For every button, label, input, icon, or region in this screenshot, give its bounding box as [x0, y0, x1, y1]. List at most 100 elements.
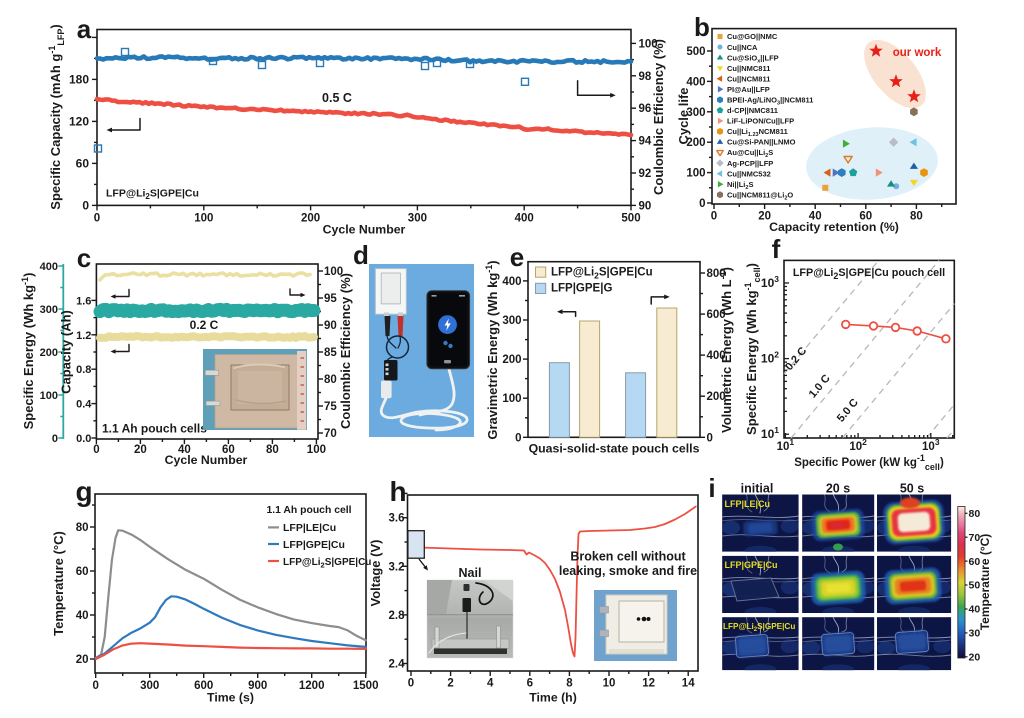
- svg-text:0: 0: [515, 432, 521, 444]
- svg-text:20 s: 20 s: [826, 482, 850, 496]
- svg-text:f: f: [772, 234, 781, 264]
- svg-text:Cu||NCM811: Cu||NCM811: [727, 74, 770, 83]
- svg-text:0: 0: [408, 678, 414, 690]
- svg-text:g: g: [75, 476, 92, 507]
- svg-text:40: 40: [178, 444, 191, 456]
- svg-text:200: 200: [301, 212, 320, 224]
- svg-text:2: 2: [447, 678, 453, 690]
- svg-text:3.2: 3.2: [389, 561, 405, 573]
- svg-text:a: a: [77, 14, 92, 44]
- svg-text:Capacity retention (%): Capacity retention (%): [769, 220, 899, 234]
- svg-text:d-CP||NMC811: d-CP||NMC811: [727, 106, 778, 115]
- svg-text:100: 100: [639, 38, 658, 50]
- svg-text:92: 92: [639, 168, 652, 180]
- svg-text:b: b: [694, 12, 710, 42]
- svg-text:Cycle Number: Cycle Number: [165, 453, 248, 467]
- svg-text:Cu||NCM811@Li2O: Cu||NCM811@Li2O: [727, 191, 793, 202]
- svg-text:LFP|GPE|Cu: LFP|GPE|Cu: [725, 560, 778, 570]
- svg-text:initial: initial: [741, 482, 774, 496]
- svg-text:e: e: [510, 242, 524, 272]
- svg-text:1.1 Ah pouch cell: 1.1 Ah pouch cell: [266, 505, 351, 516]
- svg-text:Cycle Number: Cycle Number: [323, 223, 406, 237]
- svg-text:200: 200: [686, 137, 705, 149]
- svg-text:60: 60: [76, 566, 89, 578]
- svg-text:90: 90: [639, 200, 652, 212]
- svg-text:0: 0: [92, 680, 98, 692]
- svg-text:900: 900: [248, 680, 267, 692]
- svg-text:Ni||Li2S: Ni||Li2S: [727, 180, 753, 191]
- svg-text:our work: our work: [893, 47, 942, 59]
- svg-text:Gravimetric Energy (Wh kg-1): Gravimetric Energy (Wh kg-1): [484, 260, 500, 439]
- svg-text:60: 60: [76, 156, 90, 170]
- svg-text:500: 500: [621, 212, 640, 224]
- svg-text:0: 0: [52, 433, 58, 445]
- svg-text:200: 200: [707, 391, 726, 403]
- svg-text:LFP|LE|Cu: LFP|LE|Cu: [725, 499, 771, 509]
- svg-text:Time (s): Time (s): [207, 691, 254, 705]
- svg-text:60: 60: [859, 211, 872, 223]
- svg-text:PI@Au||LFP: PI@Au||LFP: [727, 85, 770, 94]
- svg-text:1.1 Ah pouch cells: 1.1 Ah pouch cells: [102, 422, 207, 436]
- svg-text:LFP@Li2S|GPE|Cu: LFP@Li2S|GPE|Cu: [106, 188, 199, 202]
- svg-text:0: 0: [711, 211, 717, 223]
- svg-text:h: h: [389, 476, 406, 507]
- svg-text:50: 50: [969, 580, 981, 592]
- svg-text:LFP@Li2S|GPE|Cu: LFP@Li2S|GPE|Cu: [551, 267, 653, 281]
- svg-text:d: d: [353, 240, 369, 270]
- svg-text:c: c: [77, 243, 91, 273]
- svg-text:300: 300: [686, 107, 705, 119]
- svg-text:12: 12: [642, 678, 655, 690]
- svg-text:400: 400: [515, 212, 534, 224]
- svg-text:400: 400: [707, 350, 726, 362]
- svg-text:10: 10: [603, 678, 616, 690]
- svg-text:Cu||NMC532: Cu||NMC532: [727, 169, 771, 178]
- svg-text:Au@Cu||Li2S: Au@Cu||Li2S: [727, 148, 773, 159]
- svg-text:LFP@Li2S|GPE|Cu pouch cell: LFP@Li2S|GPE|Cu pouch cell: [793, 267, 945, 281]
- svg-text:60: 60: [222, 444, 235, 456]
- svg-text:40: 40: [809, 211, 822, 223]
- svg-text:300: 300: [408, 212, 427, 224]
- svg-text:8: 8: [566, 678, 573, 690]
- svg-text:Voltage (V): Voltage (V): [368, 540, 383, 607]
- svg-text:80: 80: [266, 444, 279, 456]
- svg-text:800: 800: [707, 268, 726, 280]
- svg-text:100: 100: [686, 168, 705, 180]
- svg-text:Temperature (°C): Temperature (°C): [51, 531, 66, 636]
- svg-text:Cycle life: Cycle life: [676, 87, 691, 144]
- svg-text:400: 400: [40, 261, 58, 273]
- svg-text:LFP|GPE|Cu: LFP|GPE|Cu: [283, 539, 345, 551]
- svg-text:1.2: 1.2: [76, 330, 91, 342]
- svg-text:14: 14: [682, 678, 695, 690]
- svg-text:0.0: 0.0: [76, 433, 91, 445]
- svg-text:6: 6: [527, 678, 533, 690]
- svg-text:120: 120: [69, 114, 89, 128]
- svg-text:95: 95: [324, 293, 337, 305]
- svg-text:100: 100: [324, 266, 343, 278]
- svg-text:Cu||Li1.23NCM811: Cu||Li1.23NCM811: [727, 127, 788, 138]
- svg-text:4: 4: [487, 678, 494, 690]
- svg-text:0.5 C: 0.5 C: [322, 91, 352, 105]
- svg-text:500: 500: [686, 46, 705, 58]
- svg-text:20: 20: [134, 444, 147, 456]
- svg-text:Specific Capacity (mAh g-1LFP): Specific Capacity (mAh g-1LFP): [47, 24, 66, 209]
- svg-text:85: 85: [324, 347, 337, 359]
- svg-text:leaking, smoke and fire: leaking, smoke and fire: [559, 564, 697, 578]
- svg-text:100: 100: [307, 444, 326, 456]
- svg-text:Specific Energy (Wh kg-1cell): Specific Energy (Wh kg-1cell): [743, 263, 762, 435]
- svg-text:LFP@Li2S|GPE|Cu: LFP@Li2S|GPE|Cu: [283, 557, 371, 570]
- svg-text:i: i: [708, 473, 715, 503]
- svg-text:80: 80: [969, 508, 981, 520]
- svg-text:Time (h): Time (h): [529, 691, 577, 705]
- svg-text:Volumetric Energy (Wh L-1): Volumetric Energy (Wh L-1): [718, 267, 734, 433]
- svg-text:Cu||NMC811: Cu||NMC811: [727, 64, 770, 73]
- svg-text:600: 600: [194, 680, 213, 692]
- svg-text:50 s: 50 s: [900, 482, 924, 496]
- svg-text:Cu@Si-PAN||LNMO: Cu@Si-PAN||LNMO: [727, 138, 796, 147]
- svg-text:300: 300: [40, 304, 58, 316]
- svg-text:0.4: 0.4: [76, 399, 92, 411]
- svg-text:200: 200: [40, 347, 58, 359]
- svg-text:3.6: 3.6: [389, 513, 405, 525]
- svg-text:80: 80: [910, 211, 923, 223]
- svg-text:Capacity (Ah): Capacity (Ah): [59, 310, 74, 394]
- svg-text:100: 100: [502, 393, 521, 405]
